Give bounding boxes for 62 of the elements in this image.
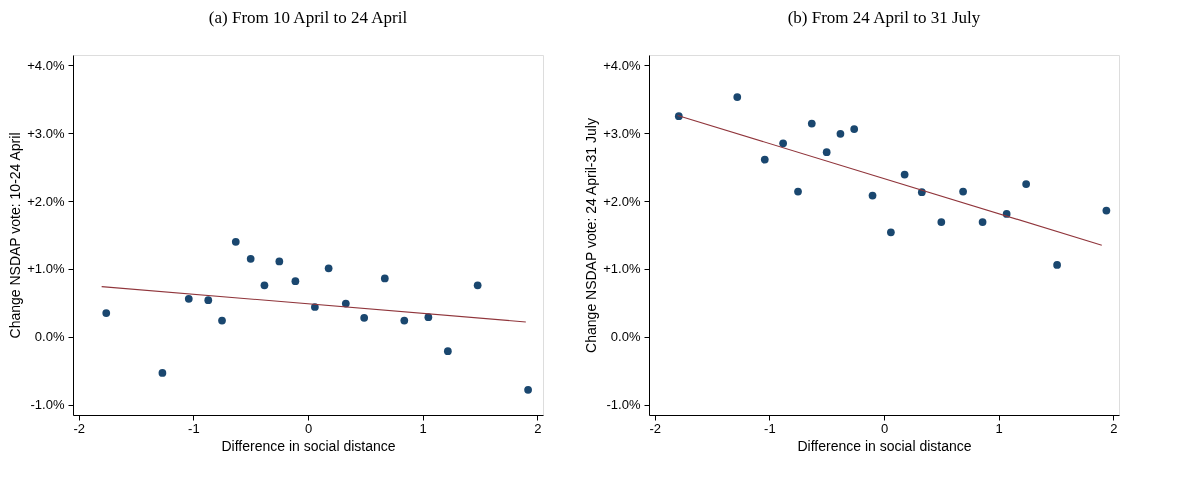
point bbox=[822, 148, 831, 156]
y-tick-label: 0.0% bbox=[610, 329, 641, 345]
chart-title: (b) From 24 April to 31 July bbox=[787, 8, 981, 27]
point bbox=[779, 139, 787, 148]
x-tick-label: -1 bbox=[188, 420, 200, 436]
point bbox=[836, 129, 845, 138]
point bbox=[204, 296, 213, 305]
x-tick-label: 0 bbox=[304, 420, 313, 436]
point bbox=[473, 281, 482, 290]
point bbox=[1053, 261, 1061, 269]
point bbox=[218, 316, 226, 325]
y-tick-label: +2.0% bbox=[27, 193, 65, 209]
x-tick-label: 1 bbox=[419, 420, 427, 436]
point bbox=[400, 316, 409, 325]
y-tick-label: -1.0% bbox=[30, 397, 65, 413]
point bbox=[324, 264, 333, 273]
point bbox=[102, 309, 111, 317]
y-tick-label: +3.0% bbox=[603, 125, 641, 141]
point bbox=[184, 294, 193, 303]
point bbox=[937, 218, 946, 226]
point bbox=[158, 369, 167, 377]
point bbox=[887, 228, 895, 237]
y-tick-label: +1.0% bbox=[603, 261, 641, 277]
point bbox=[959, 187, 967, 196]
y-tick-label: 0.0% bbox=[34, 329, 65, 345]
y-axis-title: Change NSDAP vote: 24 April-31 July bbox=[583, 118, 600, 353]
point bbox=[246, 254, 255, 263]
point bbox=[380, 274, 389, 283]
x-tick-label: 0 bbox=[880, 420, 889, 436]
x-tick-label: -1 bbox=[764, 420, 776, 436]
point bbox=[794, 187, 802, 196]
point bbox=[524, 386, 532, 394]
point bbox=[868, 191, 877, 200]
point bbox=[291, 277, 300, 286]
x-tick-label: -2 bbox=[649, 420, 662, 436]
point bbox=[1102, 206, 1111, 215]
point bbox=[231, 237, 240, 246]
x-tick-label: 2 bbox=[1110, 420, 1118, 436]
point bbox=[900, 170, 909, 179]
y-tick-label: -1.0% bbox=[606, 397, 641, 413]
point bbox=[807, 119, 816, 128]
y-tick-label: +1.0% bbox=[27, 261, 65, 277]
y-axis-title: Change NSDAP vote: 10-24 April bbox=[7, 132, 24, 339]
point bbox=[443, 347, 452, 356]
x-axis-title: Difference in social distance bbox=[221, 437, 396, 454]
point bbox=[360, 314, 369, 322]
point bbox=[733, 93, 742, 101]
x-tick-label: 2 bbox=[534, 420, 542, 436]
y-tick-label: +4.0% bbox=[603, 57, 641, 73]
y-tick-label: +3.0% bbox=[27, 125, 65, 141]
point bbox=[275, 257, 284, 266]
x-tick-label: -2 bbox=[73, 420, 86, 436]
point bbox=[760, 155, 769, 164]
point bbox=[978, 218, 987, 226]
chart-title: (a) From 10 April to 24 April bbox=[208, 8, 408, 27]
x-tick-label: 1 bbox=[995, 420, 1003, 436]
x-axis-title: Difference in social distance bbox=[797, 437, 972, 454]
point bbox=[260, 281, 269, 290]
y-tick-label: +4.0% bbox=[27, 57, 65, 73]
point bbox=[1022, 180, 1031, 188]
y-tick-label: +2.0% bbox=[603, 193, 641, 209]
point bbox=[850, 125, 859, 133]
